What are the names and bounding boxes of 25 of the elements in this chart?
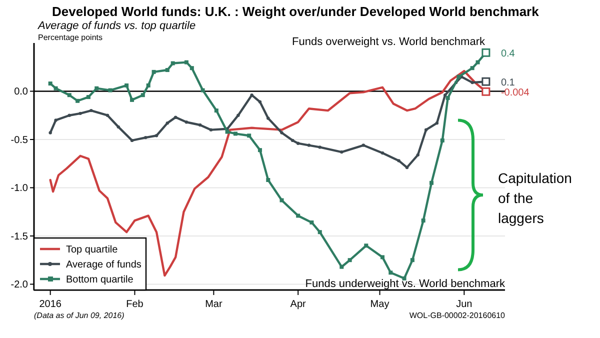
x-tick-label: 2016 [39, 299, 62, 310]
legend-label: Bottom quartile [66, 274, 134, 286]
y-tick-label: -2.0 [10, 280, 28, 291]
x-tick-label: Jun [456, 299, 472, 310]
chart-title: Developed World funds: U.K. : Weight over/under Developed World benchmark [52, 4, 540, 19]
legend-label: Average of funds [66, 260, 142, 270]
text: WOL-GB-00002-20160610 [409, 311, 506, 320]
data-label: -0.004 [500, 88, 530, 99]
data-label: 0.4 [500, 48, 516, 60]
legend-label: Top quartile [66, 244, 118, 256]
annotation: Funds overweight vs. World benchmark [292, 36, 486, 48]
annotation: Funds underweight vs. World benchmark [305, 278, 506, 290]
text: (Data as of Jun 09, 2016) [34, 311, 125, 320]
y-axis-title: Percentage points [38, 33, 102, 42]
y-tick-label: -1.0 [10, 183, 28, 194]
y-tick-label: -0.5 [10, 134, 28, 146]
x-tick-label: Feb [126, 299, 144, 310]
x-tick-label: May [370, 299, 390, 310]
annotation: Capitulation of the laggers [498, 170, 572, 226]
data-label: 0.1 [500, 78, 516, 89]
x-tick-label: Apr [290, 299, 307, 310]
chart-subtitle: Average of funds vs. top quartile [37, 20, 196, 32]
y-tick-label: -1.5 [10, 231, 28, 242]
x-tick-label: Mar [205, 299, 223, 310]
y-tick-label: 0.0 [14, 86, 28, 98]
